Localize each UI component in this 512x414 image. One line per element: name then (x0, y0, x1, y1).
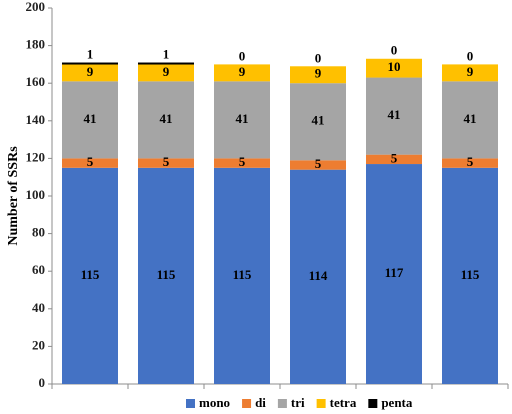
bar-segment-di (366, 154, 422, 165)
bar-segment-di (62, 158, 118, 168)
bar-segment-mono (62, 167, 118, 384)
bar-segment-tri (138, 81, 194, 159)
data-label-mono: 115 (81, 267, 100, 282)
bar-segment-di (442, 158, 498, 168)
legend: mono di tri tetra penta (186, 395, 413, 410)
bar-segment-tri (62, 81, 118, 159)
bar-segment-mono (366, 164, 422, 384)
bars (62, 58, 498, 384)
data-labels: 1155419111554191115541901145419011754110… (81, 43, 480, 283)
data-label-tri: 41 (84, 111, 97, 126)
legend-swatch-mono (186, 399, 195, 408)
bar-segment-tri (442, 81, 498, 159)
data-label-mono: 115 (461, 267, 480, 282)
data-label-di: 5 (163, 154, 170, 169)
data-label-mono: 114 (309, 268, 328, 283)
data-label-penta: 0 (391, 43, 398, 58)
y-tick-label: 20 (32, 337, 45, 352)
bar-segment-tetra (62, 64, 118, 82)
legend-swatch-tri (277, 399, 287, 408)
bar-segment-penta (138, 62, 194, 65)
bar-segment-mono (442, 167, 498, 384)
data-label-penta: 1 (87, 47, 94, 62)
bar-segment-tetra (442, 64, 498, 82)
bar-segment-di (290, 160, 346, 170)
data-label-mono: 115 (233, 267, 252, 282)
legend-label-penta: penta (381, 395, 413, 410)
bar-segment-tetra (214, 64, 270, 82)
data-label-penta: 0 (315, 50, 322, 65)
y-tick-label: 160 (26, 74, 46, 89)
y-axis-label: Number of SSRs (6, 146, 21, 246)
data-label-di: 5 (391, 150, 398, 165)
data-label-tetra: 9 (315, 66, 322, 81)
y-tick-label: 120 (26, 149, 46, 164)
data-label-tetra: 10 (388, 59, 401, 74)
bar-segment-tri (366, 77, 422, 155)
data-label-tetra: 9 (239, 64, 246, 79)
data-label-tetra: 9 (467, 64, 474, 79)
legend-label-tetra: tetra (330, 395, 357, 410)
y-tick-label: 40 (32, 300, 45, 315)
bar-segment-mono (290, 169, 346, 384)
legend-swatch-tetra (316, 399, 326, 408)
legend-swatch-di (242, 399, 252, 408)
data-label-tri: 41 (236, 111, 249, 126)
legend-label-di: di (255, 395, 266, 410)
data-label-penta: 0 (467, 48, 474, 63)
data-label-penta: 1 (163, 47, 170, 62)
y-tick-label: 0 (39, 375, 46, 390)
bar-segment-tetra (290, 66, 346, 84)
bar-segment-mono (214, 167, 270, 384)
data-label-tri: 41 (312, 113, 325, 128)
data-label-penta: 0 (239, 48, 246, 63)
data-label-tetra: 9 (87, 64, 94, 79)
bar-segment-tri (214, 81, 270, 159)
y-tick-label: 100 (26, 187, 46, 202)
legend-label-tri: tri (291, 395, 305, 410)
y-tick-label: 140 (26, 112, 46, 127)
data-label-mono: 117 (385, 265, 404, 280)
bar-segment-tri (290, 83, 346, 161)
data-label-di: 5 (239, 154, 246, 169)
data-label-tri: 41 (160, 111, 173, 126)
bar-segment-di (214, 158, 270, 168)
data-label-di: 5 (467, 154, 474, 169)
legend-label-mono: mono (199, 395, 230, 410)
y-tick-label: 200 (26, 0, 46, 14)
data-label-di: 5 (315, 156, 322, 171)
data-label-tri: 41 (388, 107, 401, 122)
legend-swatch-penta (368, 399, 378, 408)
bar-segment-di (138, 158, 194, 168)
y-tick-label: 60 (32, 262, 45, 277)
bar-segment-penta (62, 62, 118, 65)
y-tick-label: 180 (26, 37, 46, 52)
data-label-tetra: 9 (163, 64, 170, 79)
data-label-mono: 115 (157, 267, 176, 282)
y-tick-label: 80 (32, 225, 45, 240)
bar-segment-mono (138, 167, 194, 384)
bar-segment-tetra (366, 58, 422, 78)
bar-segment-tetra (138, 64, 194, 82)
data-label-di: 5 (87, 154, 94, 169)
data-label-tri: 41 (464, 111, 477, 126)
